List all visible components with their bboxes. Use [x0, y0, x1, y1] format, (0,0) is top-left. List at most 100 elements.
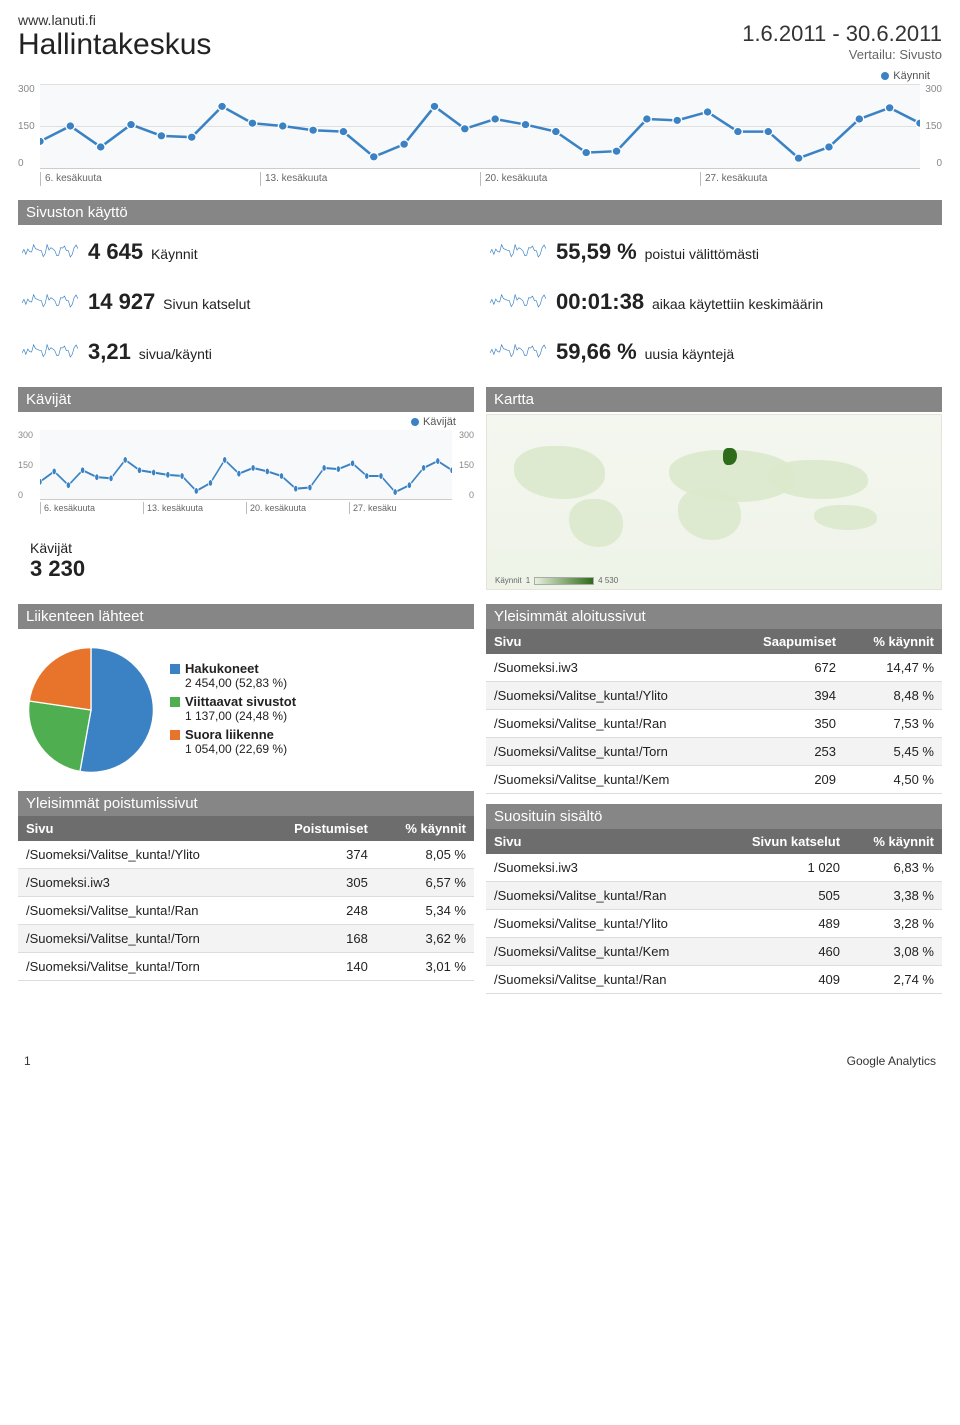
table-cell: 6,57 %: [376, 869, 474, 897]
table-cell: /Suomeksi.iw3: [18, 869, 261, 897]
top-content-table: SivuSivun katselut% käynnit/Suomeksi.iw3…: [486, 829, 942, 994]
exit-pages-table: SivuPoistumiset% käynnit/Suomeksi/Valits…: [18, 816, 474, 981]
visits-chart: 3001500 3001500 6. kesäkuuta 13. kesäkuu…: [18, 84, 942, 186]
footer-brand: Google Analytics: [847, 1054, 936, 1068]
table-header: Sivu: [18, 816, 261, 841]
table-cell: /Suomeksi/Valitse_kunta!/Ylito: [486, 682, 730, 710]
table-header: % käynnit: [848, 829, 942, 854]
table-row: /Suomeksi/Valitse_kunta!/Ylito3748,05 %: [18, 841, 474, 869]
metric-value: 00:01:38: [556, 289, 644, 314]
table-row: /Suomeksi.iw367214,47 %: [486, 654, 942, 682]
table-cell: 350: [730, 710, 844, 738]
metric-label: aikaa käytettiin keskimäärin: [648, 296, 823, 312]
main-chart-legend: Käynnit: [18, 68, 942, 82]
visitors-total-value: 3 230: [30, 556, 462, 582]
table-cell: /Suomeksi/Valitse_kunta!/Torn: [18, 925, 261, 953]
metric-label: poistui välittömästi: [641, 246, 759, 262]
world-map: Käynnit 1 4 530: [486, 414, 942, 590]
table-cell: /Suomeksi/Valitse_kunta!/Kem: [486, 766, 730, 794]
table-cell: 5,34 %: [376, 897, 474, 925]
table-row: /Suomeksi.iw31 0206,83 %: [486, 854, 942, 882]
table-row: /Suomeksi/Valitse_kunta!/Ylito3948,48 %: [486, 682, 942, 710]
table-row: /Suomeksi/Valitse_kunta!/Ran3507,53 %: [486, 710, 942, 738]
table-cell: 394: [730, 682, 844, 710]
table-cell: 1 020: [720, 854, 848, 882]
table-cell: /Suomeksi/Valitse_kunta!/Ran: [486, 882, 720, 910]
table-row: /Suomeksi/Valitse_kunta!/Ylito4893,28 %: [486, 910, 942, 938]
table-cell: 248: [261, 897, 376, 925]
metric-value: 55,59 %: [556, 239, 637, 264]
table-cell: /Suomeksi.iw3: [486, 654, 730, 682]
metric-label: Sivun katselut: [159, 296, 250, 312]
table-header: % käynnit: [376, 816, 474, 841]
metric-label: sivua/käynti: [135, 346, 212, 362]
table-cell: /Suomeksi/Valitse_kunta!/Torn: [486, 738, 730, 766]
sparkline-icon: [490, 291, 546, 313]
table-cell: /Suomeksi/Valitse_kunta!/Ran: [486, 966, 720, 994]
table-header: % käynnit: [844, 629, 942, 654]
visitors-total-label: Kävijät: [30, 540, 462, 556]
table-cell: 672: [730, 654, 844, 682]
sparkline-icon: [22, 241, 78, 263]
metric-label: Käynnit: [147, 246, 198, 262]
table-cell: 305: [261, 869, 376, 897]
y-axis-left: 3001500: [18, 84, 35, 169]
table-cell: 8,05 %: [376, 841, 474, 869]
metric-value: 14 927: [88, 289, 155, 314]
table-row: /Suomeksi/Valitse_kunta!/Kem2094,50 %: [486, 766, 942, 794]
report-header: www.lanuti.fi Hallintakeskus 1.6.2011 - …: [18, 12, 942, 62]
table-row: /Suomeksi/Valitse_kunta!/Ran2485,34 %: [18, 897, 474, 925]
traffic-title: Liikenteen lähteet: [18, 604, 474, 629]
table-cell: 7,53 %: [844, 710, 942, 738]
table-cell: 374: [261, 841, 376, 869]
traffic-legend-item: Viittaavat sivustot1 137,00 (24,48 %): [170, 694, 296, 723]
table-row: /Suomeksi/Valitse_kunta!/Torn1403,01 %: [18, 953, 474, 981]
y-axis-right: 3001500: [925, 84, 942, 169]
visitors-title: Kävijät: [18, 387, 474, 412]
x-axis-labels: 6. kesäkuuta 13. kesäkuuta 20. kesäkuuta…: [40, 172, 920, 186]
metric-value: 4 645: [88, 239, 143, 264]
table-cell: 409: [720, 966, 848, 994]
table-row: /Suomeksi.iw33056,57 %: [18, 869, 474, 897]
page-footer: 1 Google Analytics: [18, 1054, 942, 1068]
table-cell: /Suomeksi/Valitse_kunta!/Ylito: [18, 841, 261, 869]
table-row: /Suomeksi/Valitse_kunta!/Ran5053,38 %: [486, 882, 942, 910]
table-cell: 209: [730, 766, 844, 794]
table-cell: /Suomeksi/Valitse_kunta!/Kem: [486, 938, 720, 966]
metrics-grid: 4 645 Käynnit 55,59 % poistui välittömäst…: [18, 225, 942, 373]
metric-value: 59,66 %: [556, 339, 637, 364]
metric-item: 14 927 Sivun katselut: [22, 289, 470, 315]
compare-label: Vertailu: Sivusto: [742, 47, 942, 62]
traffic-legend: Hakukoneet2 454,00 (52,83 %)Viittaavat s…: [170, 661, 296, 760]
traffic-pie-chart: [26, 645, 156, 775]
table-cell: 8,48 %: [844, 682, 942, 710]
metric-item: 00:01:38 aikaa käytettiin keskimäärin: [490, 289, 938, 315]
table-header: Saapumiset: [730, 629, 844, 654]
table-row: /Suomeksi/Valitse_kunta!/Torn2535,45 %: [486, 738, 942, 766]
table-cell: /Suomeksi.iw3: [486, 854, 720, 882]
site-url: www.lanuti.fi: [18, 12, 211, 28]
table-header: Sivu: [486, 829, 720, 854]
table-header: Sivun katselut: [720, 829, 848, 854]
visitors-panel: Kävijät Kävijät 3001500 3001500 6. kesäk…: [18, 387, 474, 590]
metric-item: 55,59 % poistui välittömästi: [490, 239, 938, 265]
metric-item: 3,21 sivua/käynti: [22, 339, 470, 365]
traffic-sources-panel: Liikenteen lähteet Hakukoneet2 454,00 (5…: [18, 604, 474, 994]
metric-item: 59,66 % uusia käyntejä: [490, 339, 938, 365]
site-usage-header: Sivuston käyttö: [18, 200, 942, 225]
table-cell: 3,62 %: [376, 925, 474, 953]
date-range: 1.6.2011 - 30.6.2011: [742, 21, 942, 47]
table-cell: 140: [261, 953, 376, 981]
table-header: Sivu: [486, 629, 730, 654]
table-cell: 5,45 %: [844, 738, 942, 766]
table-cell: 2,74 %: [848, 966, 942, 994]
table-cell: 14,47 %: [844, 654, 942, 682]
metric-value: 3,21: [88, 339, 131, 364]
table-cell: 253: [730, 738, 844, 766]
table-cell: 6,83 %: [848, 854, 942, 882]
exit-pages-title: Yleisimmät poistumissivut: [18, 791, 474, 816]
map-title: Kartta: [486, 387, 942, 412]
table-cell: 505: [720, 882, 848, 910]
table-cell: 168: [261, 925, 376, 953]
landing-pages-title: Yleisimmät aloitussivut: [486, 604, 942, 629]
